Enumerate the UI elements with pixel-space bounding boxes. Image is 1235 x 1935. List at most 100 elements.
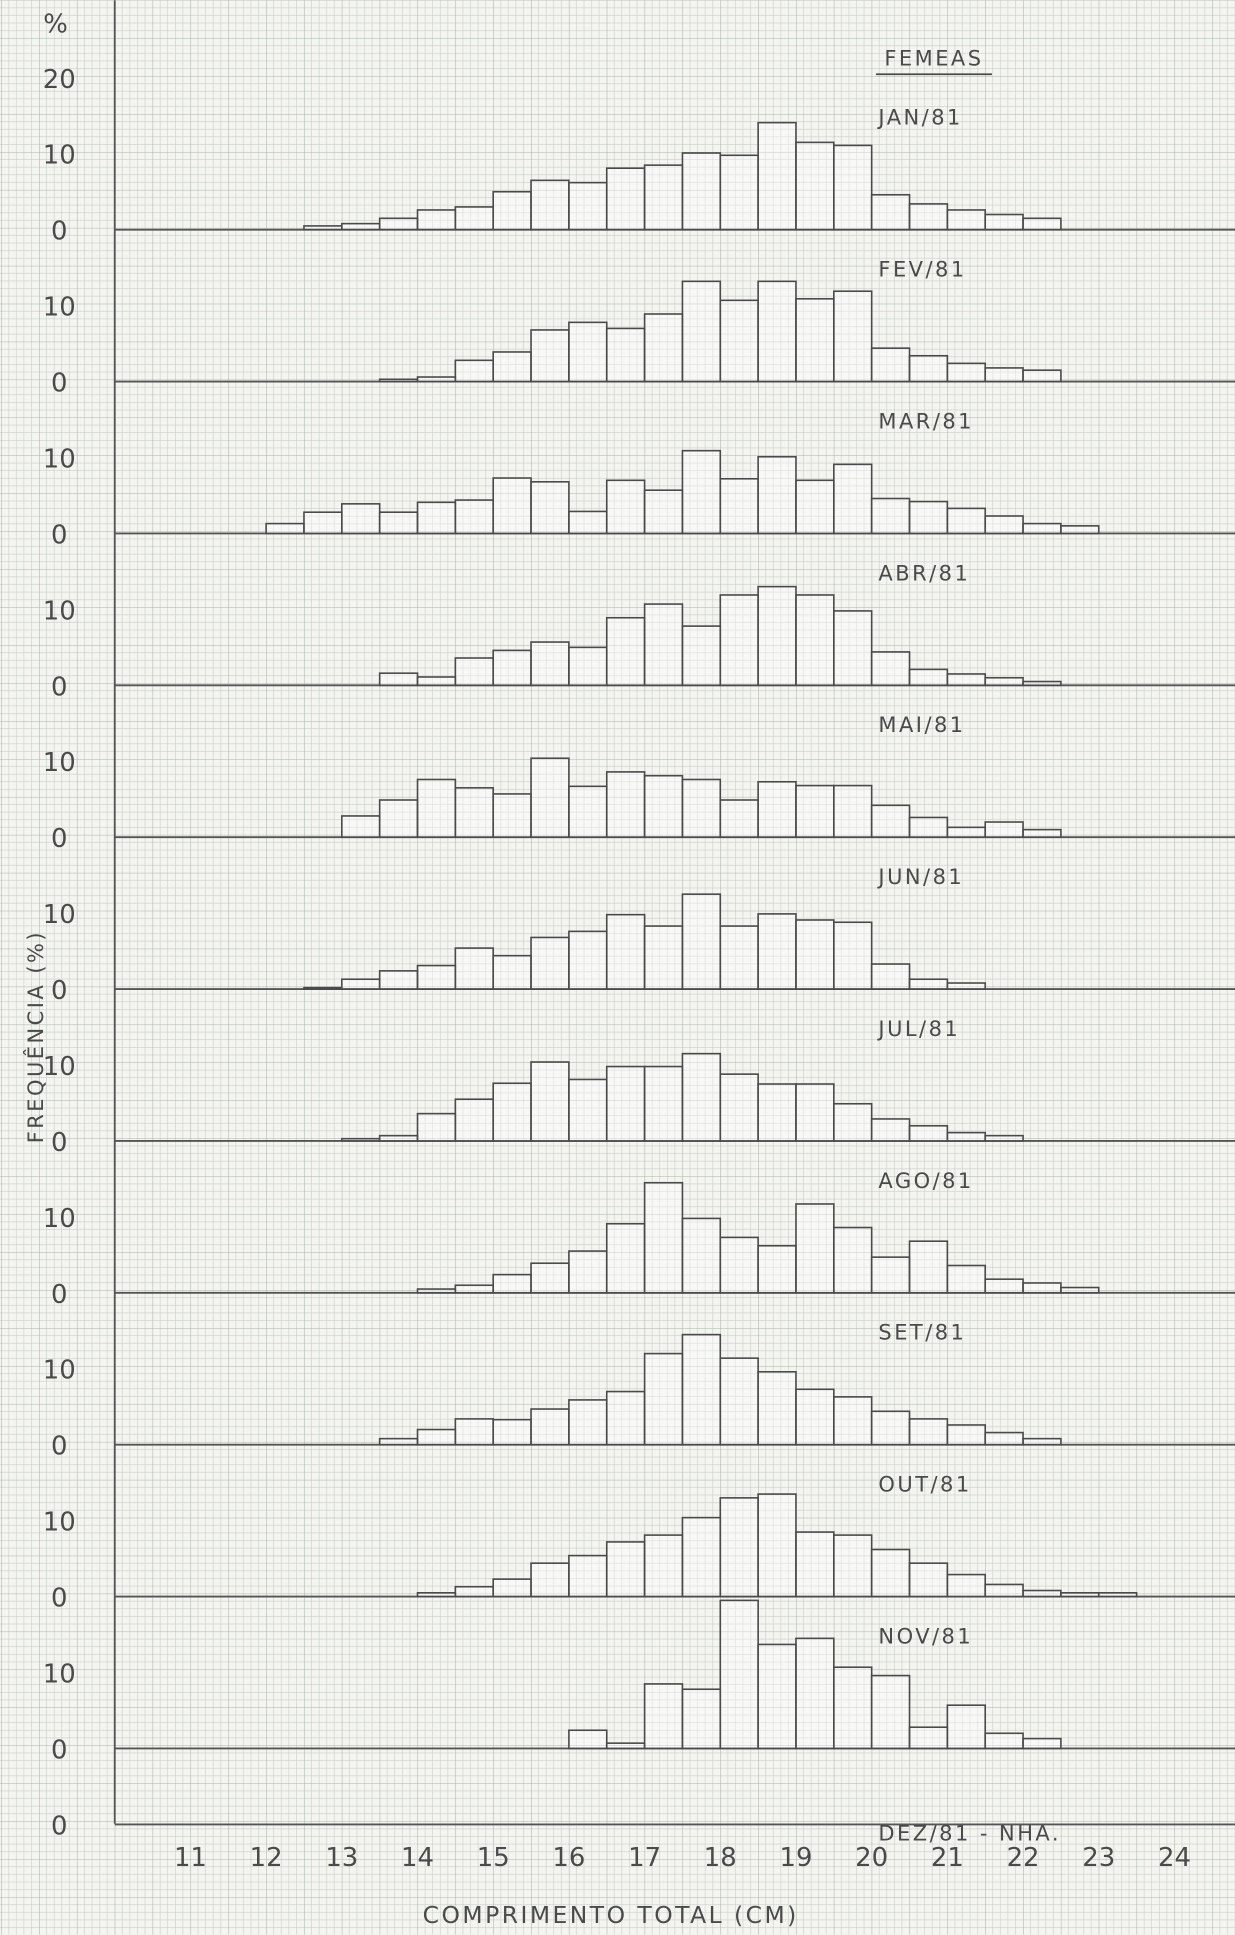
bar: [378, 1437, 419, 1446]
bar: [1060, 1286, 1100, 1294]
bar: [530, 1562, 570, 1598]
bar: [416, 1288, 457, 1294]
x-tick-label: 16: [552, 1843, 585, 1873]
bar: [757, 280, 797, 383]
bar: [757, 121, 797, 231]
panel-label: NOV/81: [878, 1624, 973, 1648]
bar: [492, 649, 532, 687]
bar: [378, 217, 419, 231]
y-tick-label: 0: [51, 824, 67, 854]
panel-label: JAN/81: [876, 106, 962, 130]
panel-label: OUT/81: [878, 1473, 971, 1497]
bar: [1022, 1282, 1062, 1294]
bar: [681, 152, 722, 231]
y-tick-label: 0: [51, 976, 67, 1006]
bar: [984, 515, 1024, 535]
bar: [1060, 1591, 1100, 1598]
y-tick-label: 10: [43, 141, 76, 171]
bar: [946, 1704, 987, 1750]
y-unit: %: [43, 9, 68, 39]
bar: [1022, 680, 1062, 687]
bar: [908, 1124, 949, 1142]
x-tick-label: 15: [477, 1843, 510, 1873]
x-tick-label: 22: [1007, 1843, 1040, 1873]
y-tick-label: 0: [51, 1584, 67, 1614]
y-tick-label: 10: [43, 293, 76, 323]
x-tick-label: 17: [628, 1843, 661, 1873]
y-tick-label: 10: [43, 1052, 76, 1082]
bar: [605, 1065, 646, 1142]
bar: [1022, 369, 1062, 383]
bar: [681, 280, 722, 383]
bar: [719, 594, 759, 687]
bar: [719, 299, 759, 383]
bar: [530, 641, 570, 687]
bar: [568, 321, 608, 383]
bar: [908, 1418, 949, 1446]
bar: [984, 1431, 1024, 1446]
bar: [1097, 1591, 1138, 1598]
bar: [795, 1531, 835, 1598]
bar: [454, 947, 495, 990]
x-tick-label: 20: [855, 1843, 888, 1873]
bar: [530, 179, 570, 231]
bar: [416, 1112, 457, 1142]
bar: [719, 1497, 759, 1598]
bar: [833, 610, 873, 687]
bar: [643, 1534, 684, 1598]
bar: [454, 499, 495, 535]
bar: [454, 657, 495, 687]
panel-label: MAI/81: [878, 713, 965, 737]
bar: [908, 1240, 949, 1294]
panel-label: FEV/81: [878, 258, 966, 282]
bar: [454, 1098, 495, 1142]
x-tick-label: 14: [401, 1843, 434, 1873]
bar: [643, 1683, 684, 1750]
bar: [605, 167, 646, 231]
y-tick-label: 0: [51, 1280, 67, 1310]
panel-label: MAR/81: [878, 409, 974, 433]
bar: [984, 821, 1024, 839]
bar: [946, 982, 987, 990]
bar: [303, 225, 343, 231]
x-tick-label: 11: [174, 1843, 207, 1873]
bar: [795, 298, 835, 383]
bar: [568, 646, 608, 687]
bar: [643, 1065, 684, 1142]
bar: [833, 921, 873, 990]
bar: [416, 209, 457, 231]
bar: [643, 603, 684, 687]
bar: [757, 780, 797, 839]
bar: [605, 616, 646, 687]
bar: [605, 1742, 646, 1750]
bar: [870, 1118, 911, 1142]
y-tick-label: 10: [43, 1660, 76, 1690]
bar: [719, 1599, 759, 1750]
x-tick-label: 13: [325, 1843, 358, 1873]
bar: [833, 1534, 873, 1598]
bar: [530, 1061, 570, 1142]
bar: [341, 978, 381, 990]
y-tick-label: 0: [51, 672, 67, 702]
bar: [908, 354, 949, 383]
bar: [341, 222, 381, 231]
bar: [416, 376, 457, 383]
bar: [568, 510, 608, 535]
y-tick-label: 0: [51, 1735, 67, 1765]
bar: [643, 774, 684, 839]
panel-label: JUL/81: [876, 1017, 960, 1041]
y-tick-label: 10: [43, 748, 76, 778]
bar: [719, 1236, 759, 1294]
bar: [530, 329, 570, 383]
bar: [984, 367, 1024, 383]
bar: [1022, 828, 1062, 839]
bar: [946, 1424, 987, 1446]
bar: [681, 1688, 722, 1750]
bar: [795, 594, 835, 687]
bar: [378, 1134, 419, 1142]
bar: [643, 1181, 684, 1294]
bar: [681, 893, 722, 990]
bar: [643, 313, 684, 383]
